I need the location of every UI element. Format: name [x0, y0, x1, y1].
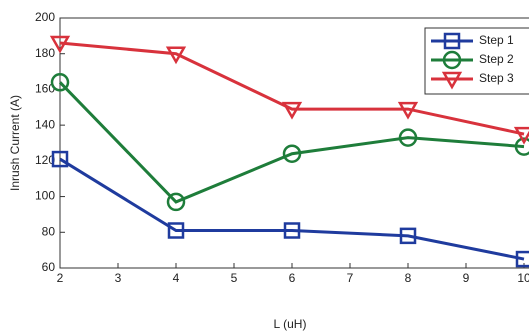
x-tick-label: 3 [115, 271, 122, 285]
marker [282, 144, 302, 163]
legend: Step 1 Step 2 Step 3 [424, 27, 529, 95]
legend-label: Step 1 [479, 33, 514, 47]
marker [399, 227, 417, 245]
x-axis-label: L (uH) [274, 317, 307, 331]
x-tick-label: 6 [289, 271, 296, 285]
marker [513, 126, 529, 145]
marker [398, 128, 418, 147]
marker [51, 150, 69, 168]
y-tick-label: 160 [35, 82, 55, 96]
marker [165, 46, 187, 65]
x-tick-label: 8 [405, 271, 412, 285]
x-tick-label: 2 [57, 271, 64, 285]
series-line [58, 81, 525, 204]
x-tick-label: 7 [347, 271, 354, 285]
y-tick-label: 180 [35, 46, 55, 60]
marker [167, 222, 185, 239]
x-tick-label: 5 [231, 271, 238, 285]
marker [515, 250, 529, 268]
marker [281, 101, 303, 120]
legend-label: Step 2 [479, 52, 514, 66]
y-tick-label: 120 [35, 153, 55, 167]
marker [283, 222, 301, 239]
x-tick-label: 10 [517, 271, 529, 285]
series-line [59, 41, 525, 136]
marker [50, 73, 70, 92]
y-tick-label: 80 [42, 224, 56, 238]
y-tick-label: 60 [42, 260, 56, 274]
x-tick-label: 4 [173, 271, 180, 285]
marker [166, 192, 186, 212]
legend-marker [443, 32, 461, 50]
y-tick-label: 100 [35, 189, 55, 203]
y-tick-label: 140 [35, 117, 55, 131]
x-tick-label: 9 [463, 271, 470, 285]
marker [397, 101, 419, 120]
marker [514, 137, 529, 156]
legend-marker [442, 50, 462, 70]
y-tick-label: 200 [35, 10, 55, 24]
marker [49, 35, 71, 54]
legend-label: Step 3 [479, 71, 514, 85]
legend-marker [441, 71, 463, 90]
series-line [59, 157, 525, 261]
y-axis-label: Inrush Current (A) [8, 95, 22, 191]
